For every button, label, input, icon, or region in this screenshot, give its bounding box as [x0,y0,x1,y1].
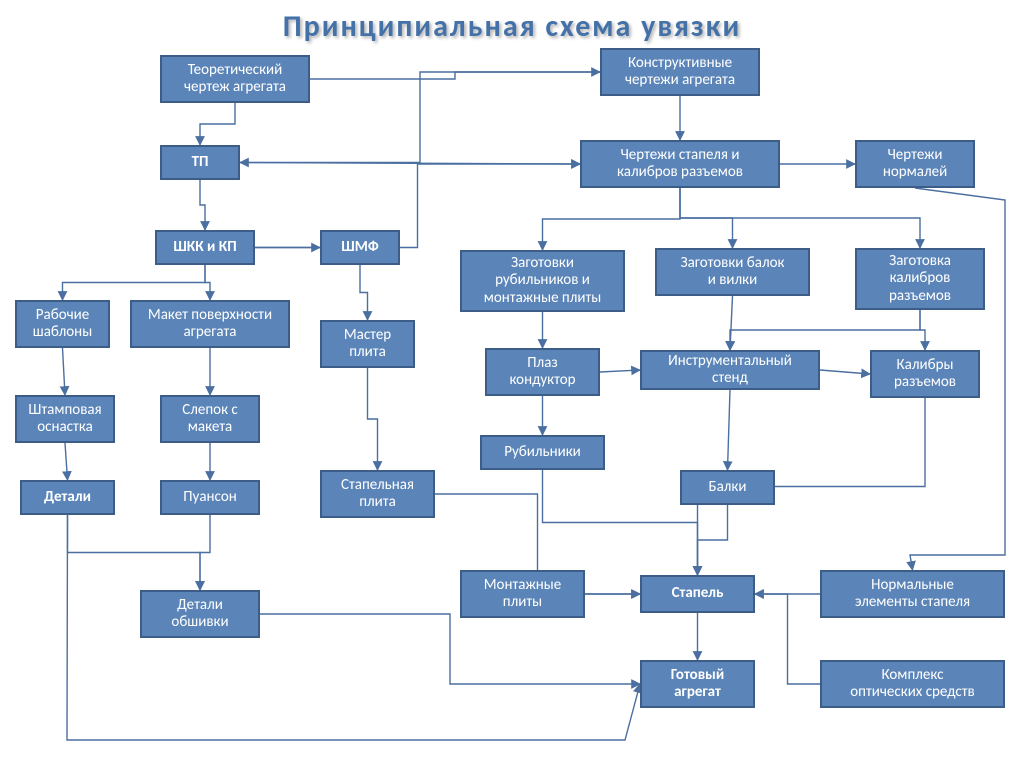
node-gotov: Готовыйагрегат [640,660,755,708]
edge-instr-kalibry [820,370,870,374]
edge-optic-stapel [755,594,820,684]
node-det_obsh: Деталиобшивки [140,590,260,638]
node-slepok: Слепок смакета [160,395,260,443]
node-detali: Детали [20,480,115,515]
edge-tp-shkk [200,180,205,230]
node-instr: Инструментальныйстенд [640,350,820,390]
node-tp: ТП [160,145,240,180]
edge-teor-konstr [310,72,600,79]
edge-stapel_draw-zagot_rub [543,188,681,250]
node-normals: Чертежинормалей [855,140,975,188]
edge-zagot_balok-instr [730,296,733,350]
node-master: Мастерплита [320,320,415,368]
node-rab_shab: Рабочиешаблоны [15,300,110,348]
node-maket: Макет поверхностиагрегата [130,300,290,348]
edge-instr-balki [728,390,731,470]
edge-detali-det_obsh [68,515,201,590]
node-shkk: ШКК и КП [155,230,255,265]
edge-zagot_kalib-instr [730,310,920,350]
edge-shkk-stapel_draw [255,164,580,248]
node-norm_elem: Нормальныеэлементы стапеля [820,570,1005,618]
node-optic: Комплексоптических средств [820,660,1005,708]
node-stapel_draw: Чертежи стапеля икалибров разъемов [580,140,780,188]
node-plaz: Плазкондуктор [485,348,600,396]
edge-rab_shab-shtamp [63,348,66,395]
edge-puanson-det_obsh [200,515,210,590]
node-rubiln: Рубильники [480,435,605,470]
node-mont_plity: Монтажныеплиты [460,570,585,618]
node-kalibry: Калибрыразъемов [870,350,980,398]
node-konstr: Конструктивныечертежи агрегата [600,48,760,96]
edge-rubiln-stapel [543,470,698,575]
edge-shkk-maket [205,265,210,300]
edge-plaz-instr [600,370,640,372]
node-stapel: Стапель [640,575,755,613]
edge-tp-stapel_draw [240,163,580,165]
edge-shkk-rab_shab [63,265,206,300]
edge-det_obsh-gotov [260,614,640,684]
node-stap_plita: Стапельнаяплита [320,470,435,518]
node-zagot_balok: Заготовки балоки вилки [655,248,810,296]
node-shtamp: Штамповаяоснастка [15,395,115,443]
node-zagot_kalib: Заготовкакалибровразъемов [855,248,985,310]
node-puanson: Пуансон [160,480,260,515]
edge-stapel_draw-zagot_balok [680,188,733,248]
node-shmf: ШМФ [320,230,400,265]
edge-shmf-master [360,265,368,320]
node-zagot_rub: Заготовкирубильников имонтажные плиты [460,250,625,312]
edge-teor-tp [200,103,235,145]
node-teor: Теоретическийчертеж агрегата [160,55,310,103]
edge-shtamp-detali [65,443,68,480]
edge-stapel_draw-zagot_kalib [680,188,920,248]
edge-zagot_kalib-kalibry [920,310,925,350]
node-balki: Балки [680,470,775,505]
edge-master-stap_plita [368,368,378,470]
diagram-title: Принципиальная схема увязки [0,8,1024,45]
edge-balki-stapel [698,505,728,575]
